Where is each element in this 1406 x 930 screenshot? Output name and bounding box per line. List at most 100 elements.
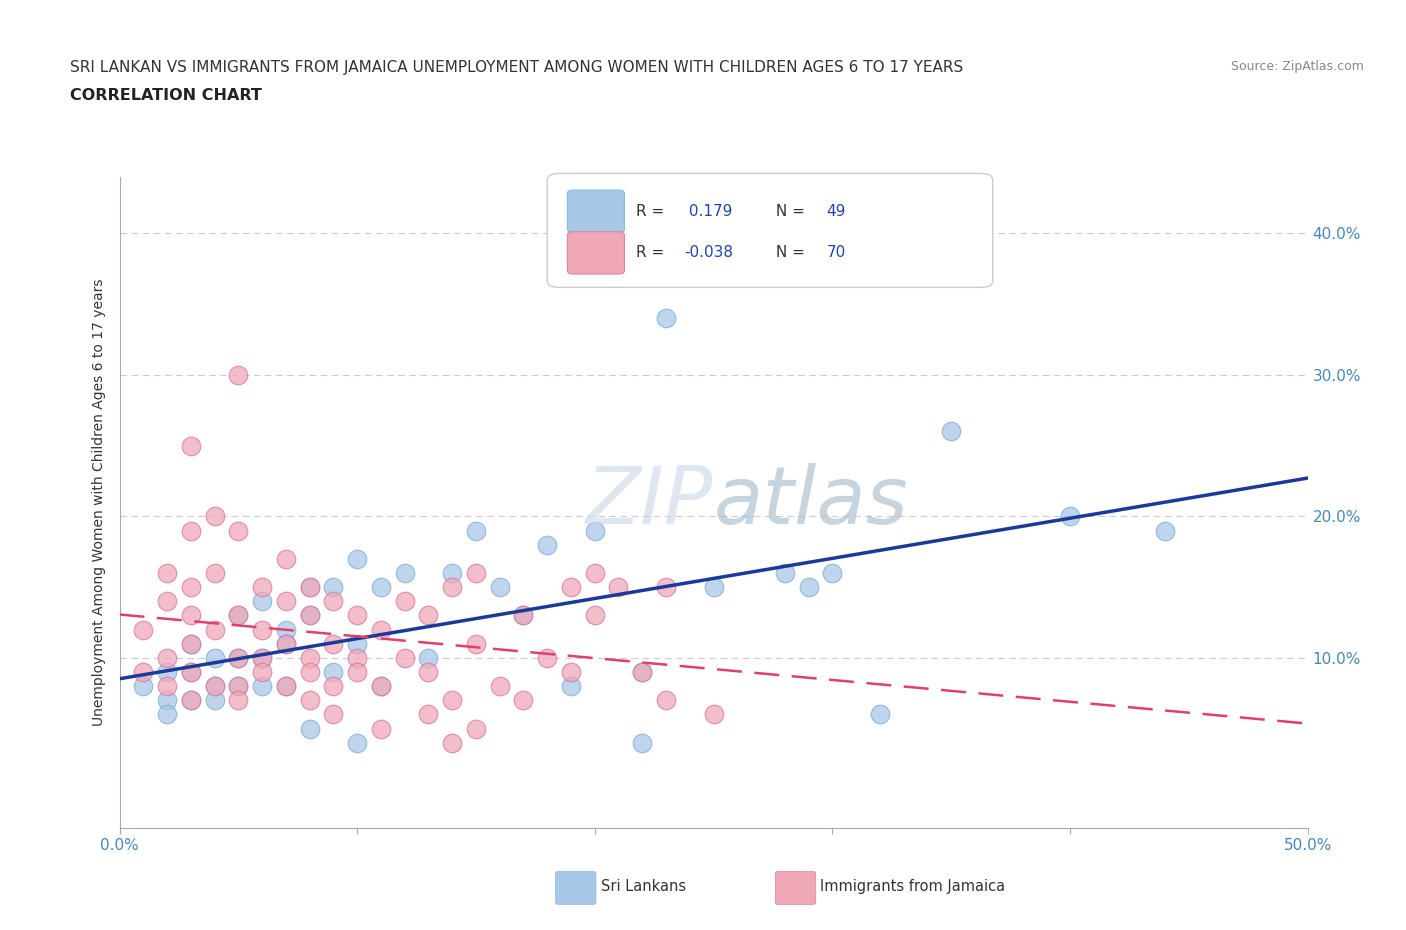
Point (560, 665, 582, 680)
Point (464, 636, 488, 651)
Point (322, 707, 344, 722)
Text: 49: 49 (827, 204, 846, 219)
Point (631, 736, 654, 751)
Point (298, 579, 321, 594)
Point (583, 565, 606, 580)
Point (180, 636, 202, 651)
Point (394, 565, 416, 580)
Point (394, 594, 416, 609)
Point (512, 608, 534, 623)
Point (180, 665, 202, 680)
Point (228, 367, 250, 382)
Point (298, 650, 321, 665)
Point (346, 665, 368, 680)
Point (180, 608, 202, 623)
Point (250, 665, 273, 680)
Point (418, 707, 440, 722)
Point (1154, 523, 1177, 538)
Point (370, 579, 392, 594)
Point (418, 665, 440, 680)
Point (370, 721, 392, 736)
Point (1059, 509, 1081, 524)
Point (488, 679, 510, 694)
Point (228, 679, 250, 694)
Point (464, 523, 488, 538)
Text: ZIP: ZIP (586, 463, 713, 541)
Point (250, 679, 273, 694)
Point (180, 636, 202, 651)
Text: atlas: atlas (713, 463, 908, 541)
Point (204, 565, 226, 580)
Text: Sri Lankans: Sri Lankans (600, 879, 686, 894)
Point (322, 665, 344, 680)
Point (250, 650, 273, 665)
Point (583, 523, 606, 538)
Point (274, 636, 297, 651)
Point (322, 636, 344, 651)
Point (773, 565, 796, 580)
Point (939, 424, 962, 439)
Point (346, 636, 368, 651)
Point (274, 679, 297, 694)
Point (274, 679, 297, 694)
Point (180, 579, 202, 594)
Text: Immigrants from Jamaica: Immigrants from Jamaica (821, 879, 1005, 894)
Point (464, 721, 488, 736)
Point (322, 579, 344, 594)
Point (346, 608, 368, 623)
Point (298, 579, 321, 594)
Point (560, 679, 582, 694)
Point (346, 551, 368, 566)
Point (156, 594, 179, 609)
Point (655, 311, 678, 325)
Point (869, 707, 891, 722)
Point (180, 693, 202, 708)
Point (204, 679, 226, 694)
Point (274, 551, 297, 566)
Point (631, 665, 654, 680)
Point (132, 665, 155, 680)
FancyBboxPatch shape (568, 190, 624, 232)
Point (156, 650, 179, 665)
Point (655, 579, 678, 594)
Point (536, 538, 558, 552)
Point (394, 650, 416, 665)
Point (298, 665, 321, 680)
Point (512, 693, 534, 708)
Point (156, 679, 179, 694)
Point (156, 665, 179, 680)
Text: CORRELATION CHART: CORRELATION CHART (70, 88, 262, 103)
Y-axis label: Unemployment Among Women with Children Ages 6 to 17 years: Unemployment Among Women with Children A… (93, 278, 107, 726)
Point (274, 636, 297, 651)
Text: -0.038: -0.038 (683, 246, 733, 260)
Point (250, 579, 273, 594)
Point (250, 622, 273, 637)
FancyBboxPatch shape (555, 871, 596, 905)
Point (228, 608, 250, 623)
Point (322, 594, 344, 609)
Point (607, 579, 630, 594)
Point (204, 622, 226, 637)
Point (631, 665, 654, 680)
Point (441, 565, 464, 580)
Point (655, 693, 678, 708)
Point (180, 665, 202, 680)
Text: R =: R = (637, 204, 669, 219)
Point (560, 579, 582, 594)
Point (441, 579, 464, 594)
Point (583, 608, 606, 623)
Point (274, 622, 297, 637)
Point (156, 693, 179, 708)
Point (204, 693, 226, 708)
Point (180, 523, 202, 538)
Point (298, 608, 321, 623)
Point (702, 579, 725, 594)
Point (536, 650, 558, 665)
Point (180, 693, 202, 708)
Point (204, 679, 226, 694)
Point (441, 693, 464, 708)
Point (274, 594, 297, 609)
Text: 0.179: 0.179 (683, 204, 733, 219)
FancyBboxPatch shape (547, 174, 993, 287)
Point (702, 707, 725, 722)
